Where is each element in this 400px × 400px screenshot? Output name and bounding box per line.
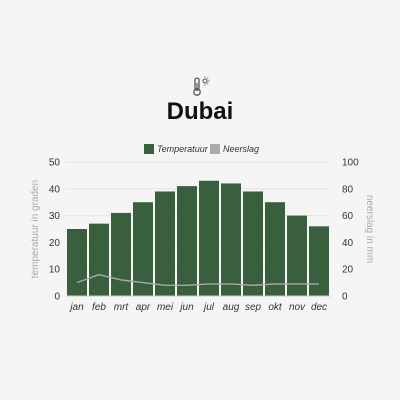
x-tick-label-mei: mei <box>157 302 174 313</box>
y-right-tick-label: 60 <box>342 211 354 222</box>
bar-jan <box>67 229 87 296</box>
y-left-tick-label: 40 <box>49 184 61 195</box>
y-right-axis-title: neerslag in mm <box>364 195 375 263</box>
thermometer-sun-icon <box>193 76 210 96</box>
y-right-tick-label: 0 <box>342 292 348 303</box>
y-left-tick-label: 50 <box>49 158 61 169</box>
x-tick-label-jul: jul <box>202 302 215 313</box>
legend-swatch-neerslag <box>210 144 220 154</box>
x-tick-label-mrt: mrt <box>114 302 130 313</box>
y-right-tick-label: 20 <box>342 265 354 276</box>
x-tick-label-okt: okt <box>268 302 283 313</box>
x-tick-label-jun: jun <box>178 302 194 313</box>
bar-dec <box>309 226 329 296</box>
chart-title: Dubai <box>166 98 234 125</box>
y-right-tick-label: 40 <box>342 238 354 249</box>
bar-mrt <box>111 212 131 296</box>
bar-apr <box>133 202 153 296</box>
y-left-tick-label: 20 <box>49 238 61 249</box>
x-tick-label-nov: nov <box>289 302 306 313</box>
x-tick-label-aug: aug <box>223 302 240 313</box>
bar-aug <box>221 183 241 296</box>
y-left-axis-title: temperatuur in graden <box>30 180 41 278</box>
x-tick-label-sep: sep <box>245 302 262 313</box>
y-right-tick-label: 80 <box>342 184 354 195</box>
x-tick-label-jan: jan <box>68 302 84 313</box>
y-left-tick-label: 10 <box>49 265 61 276</box>
bar-nov <box>287 215 307 296</box>
bar-jun <box>177 186 197 296</box>
legend-label-temperatuur: Temperatuur <box>157 144 209 154</box>
bar-okt <box>265 202 285 296</box>
bar-mei <box>155 191 175 296</box>
y-left-tick-label: 0 <box>54 292 60 303</box>
bar-sep <box>243 191 263 296</box>
bar-feb <box>89 223 109 296</box>
x-tick-label-apr: apr <box>136 302 151 313</box>
y-right-tick-label: 100 <box>342 158 359 169</box>
bar-jul <box>199 180 219 296</box>
y-left-tick-label: 30 <box>49 211 61 222</box>
x-tick-label-feb: feb <box>92 302 106 313</box>
legend-swatch-temperatuur <box>144 144 154 154</box>
x-tick-label-dec: dec <box>311 302 327 313</box>
legend-label-neerslag: Neerslag <box>223 144 259 154</box>
line-neerslag <box>76 273 319 287</box>
